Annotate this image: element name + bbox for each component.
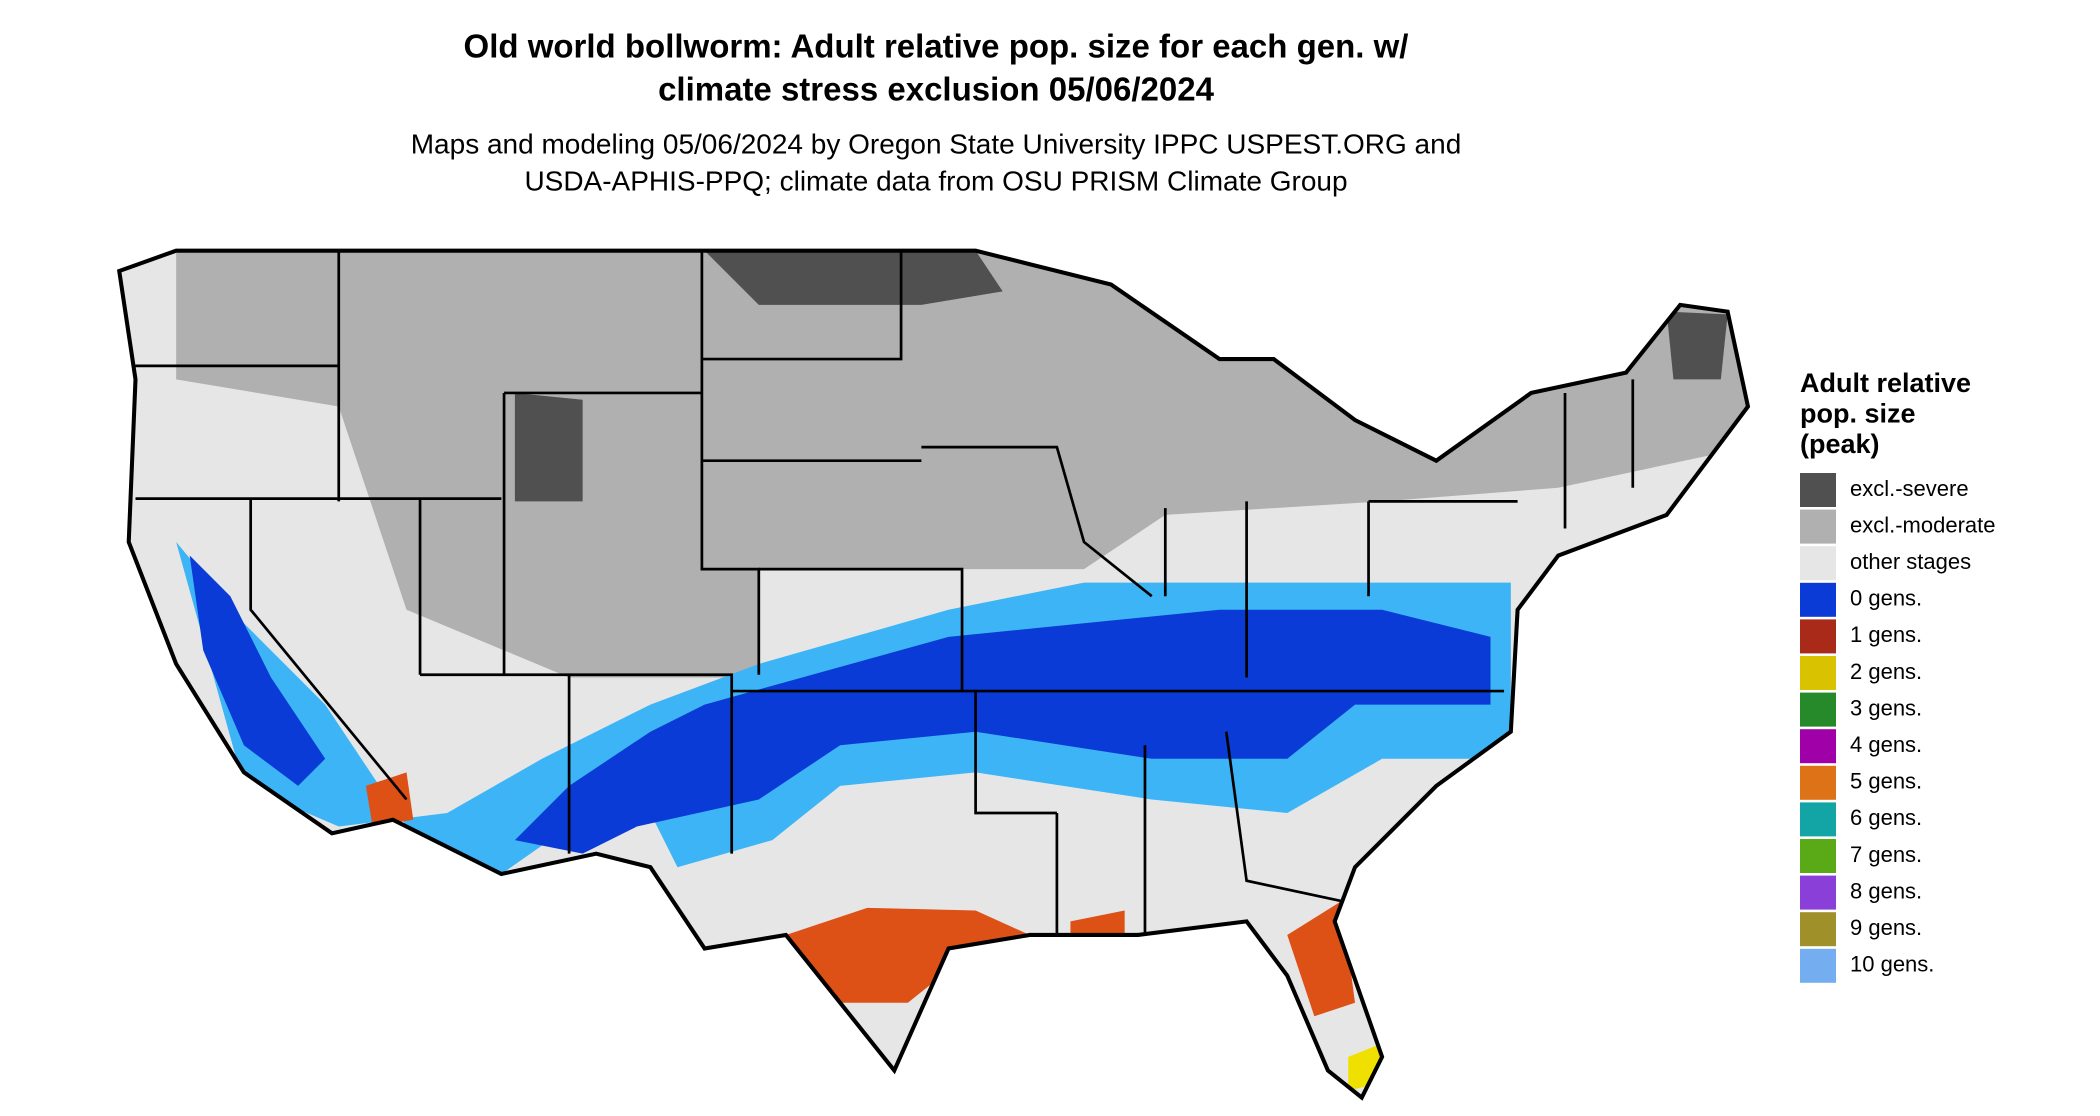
state-borders <box>135 250 1635 935</box>
legend-label: 8 gens. <box>1850 878 1922 903</box>
legend-swatch <box>1800 729 1836 764</box>
legend-label: 6 gens. <box>1850 805 1922 830</box>
legend-label: 9 gens. <box>1850 915 1922 940</box>
zero-gens-area <box>189 555 326 786</box>
legend-label: other stages <box>1850 549 1971 574</box>
legend-swatch <box>1800 473 1836 507</box>
legend-label: excl.-severe <box>1850 476 1969 501</box>
titles: Old world bollworm: Adult relative pop. … <box>411 28 1462 197</box>
legend-swatch <box>1800 582 1836 617</box>
legend-swatch <box>1800 546 1836 581</box>
legend-swatch <box>1800 692 1836 727</box>
legend-swatch <box>1800 656 1836 690</box>
legend-label: 0 gens. <box>1850 586 1922 611</box>
subtitle-line: USDA-APHIS-PPQ; climate data from OSU PR… <box>524 165 1347 196</box>
legend-title-line: Adult relative <box>1800 368 1971 398</box>
excl-severe-area <box>704 250 1003 305</box>
legend-swatch <box>1800 912 1836 947</box>
legend-swatch <box>1800 802 1836 837</box>
legend-label: 1 gens. <box>1850 622 1922 647</box>
excl-severe-area <box>514 392 583 502</box>
legend-swatch <box>1800 765 1836 800</box>
title-line: climate stress exclusion 05/06/2024 <box>658 71 1215 108</box>
us-outline <box>116 248 1751 1101</box>
legend-title-line: (peak) <box>1800 429 1880 459</box>
legend-label: excl.-moderate <box>1850 512 1996 537</box>
five-gens-area <box>365 772 414 827</box>
legend-swatch <box>1800 619 1836 654</box>
map <box>116 248 1751 1101</box>
legend-title-line: pop. size <box>1800 399 1916 429</box>
legend-swatch <box>1800 948 1836 983</box>
legend-label: 10 gens. <box>1850 952 1934 977</box>
excl-severe-area <box>1666 311 1728 380</box>
title-line: Old world bollworm: Adult relative pop. … <box>464 28 1409 65</box>
legend-swatch <box>1800 509 1836 544</box>
legend-label: 3 gens. <box>1850 695 1922 720</box>
legend-swatch <box>1800 839 1836 873</box>
legend-label: 7 gens. <box>1850 842 1922 867</box>
subtitle-line: Maps and modeling 05/06/2024 by Oregon S… <box>411 128 1462 159</box>
legend-label: 2 gens. <box>1850 659 1922 684</box>
five-gens-area <box>785 907 1030 1003</box>
legend-label: 5 gens. <box>1850 769 1922 794</box>
legend-swatch <box>1800 875 1836 910</box>
legend-label: 4 gens. <box>1850 732 1922 757</box>
